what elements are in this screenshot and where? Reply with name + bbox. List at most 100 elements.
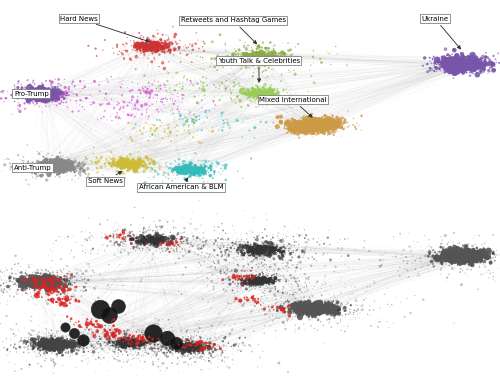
Point <box>352 314 360 320</box>
Point <box>446 254 454 260</box>
Point <box>320 303 328 309</box>
Point <box>49 336 57 342</box>
Point <box>464 251 471 257</box>
Point <box>50 370 58 376</box>
Point <box>453 63 461 69</box>
Point <box>48 167 56 173</box>
Point <box>49 274 57 280</box>
Point <box>365 248 373 254</box>
Point <box>188 243 196 249</box>
Point <box>38 88 46 94</box>
Point <box>38 284 46 290</box>
Point <box>464 254 472 261</box>
Point <box>58 342 66 348</box>
Point <box>472 248 480 254</box>
Point <box>142 239 150 245</box>
Point <box>53 92 61 98</box>
Point <box>180 346 188 352</box>
Point <box>253 280 261 286</box>
Point <box>403 261 411 267</box>
Point <box>110 240 118 246</box>
Point <box>109 334 117 340</box>
Point <box>245 55 253 61</box>
Point <box>79 331 87 337</box>
Point <box>466 62 474 68</box>
Point <box>106 100 114 106</box>
Point <box>236 239 244 245</box>
Point <box>58 165 66 171</box>
Point <box>134 238 142 244</box>
Point <box>115 340 123 346</box>
Point <box>300 311 308 317</box>
Point <box>320 124 328 130</box>
Point <box>242 250 250 256</box>
Point <box>33 89 41 95</box>
Point <box>492 251 500 257</box>
Point <box>458 255 466 261</box>
Point <box>470 249 478 255</box>
Point <box>436 260 444 266</box>
Point <box>324 302 332 308</box>
Point <box>274 54 282 60</box>
Point <box>306 305 314 311</box>
Point <box>80 341 88 347</box>
Point <box>460 57 468 63</box>
Point <box>315 122 323 128</box>
Point <box>72 173 80 179</box>
Point <box>459 253 467 259</box>
Point <box>457 63 465 69</box>
Point <box>312 127 320 133</box>
Point <box>126 162 134 168</box>
Point <box>222 279 230 285</box>
Point <box>176 227 184 233</box>
Point <box>441 253 449 259</box>
Point <box>254 278 262 284</box>
Point <box>297 300 305 306</box>
Point <box>252 245 260 251</box>
Point <box>249 346 257 352</box>
Point <box>462 253 469 259</box>
Point <box>84 340 92 346</box>
Point <box>250 276 258 282</box>
Point <box>134 170 142 176</box>
Point <box>476 253 484 259</box>
Point <box>76 322 84 328</box>
Point <box>460 61 468 67</box>
Point <box>22 280 30 286</box>
Point <box>26 92 34 98</box>
Point <box>146 43 154 49</box>
Point <box>62 295 70 301</box>
Point <box>453 250 461 256</box>
Point <box>11 368 19 374</box>
Point <box>465 54 473 60</box>
Point <box>36 277 44 283</box>
Point <box>49 338 57 344</box>
Point <box>439 253 447 259</box>
Point <box>0 283 2 289</box>
Point <box>302 305 310 311</box>
Point <box>248 57 256 63</box>
Point <box>259 247 267 253</box>
Point <box>126 168 134 174</box>
Point <box>306 304 314 310</box>
Point <box>266 61 274 67</box>
Point <box>464 256 472 262</box>
Point <box>258 250 266 256</box>
Point <box>311 299 319 305</box>
Point <box>60 300 68 306</box>
Point <box>150 41 158 47</box>
Point <box>446 258 454 264</box>
Point <box>254 276 262 282</box>
Point <box>330 303 338 310</box>
Point <box>201 215 209 221</box>
Point <box>54 154 62 160</box>
Point <box>262 275 270 281</box>
Point <box>184 347 192 353</box>
Point <box>426 58 434 64</box>
Point <box>450 60 458 66</box>
Point <box>182 119 190 125</box>
Point <box>256 250 264 256</box>
Point <box>179 344 187 350</box>
Point <box>470 264 478 270</box>
Point <box>309 303 317 310</box>
